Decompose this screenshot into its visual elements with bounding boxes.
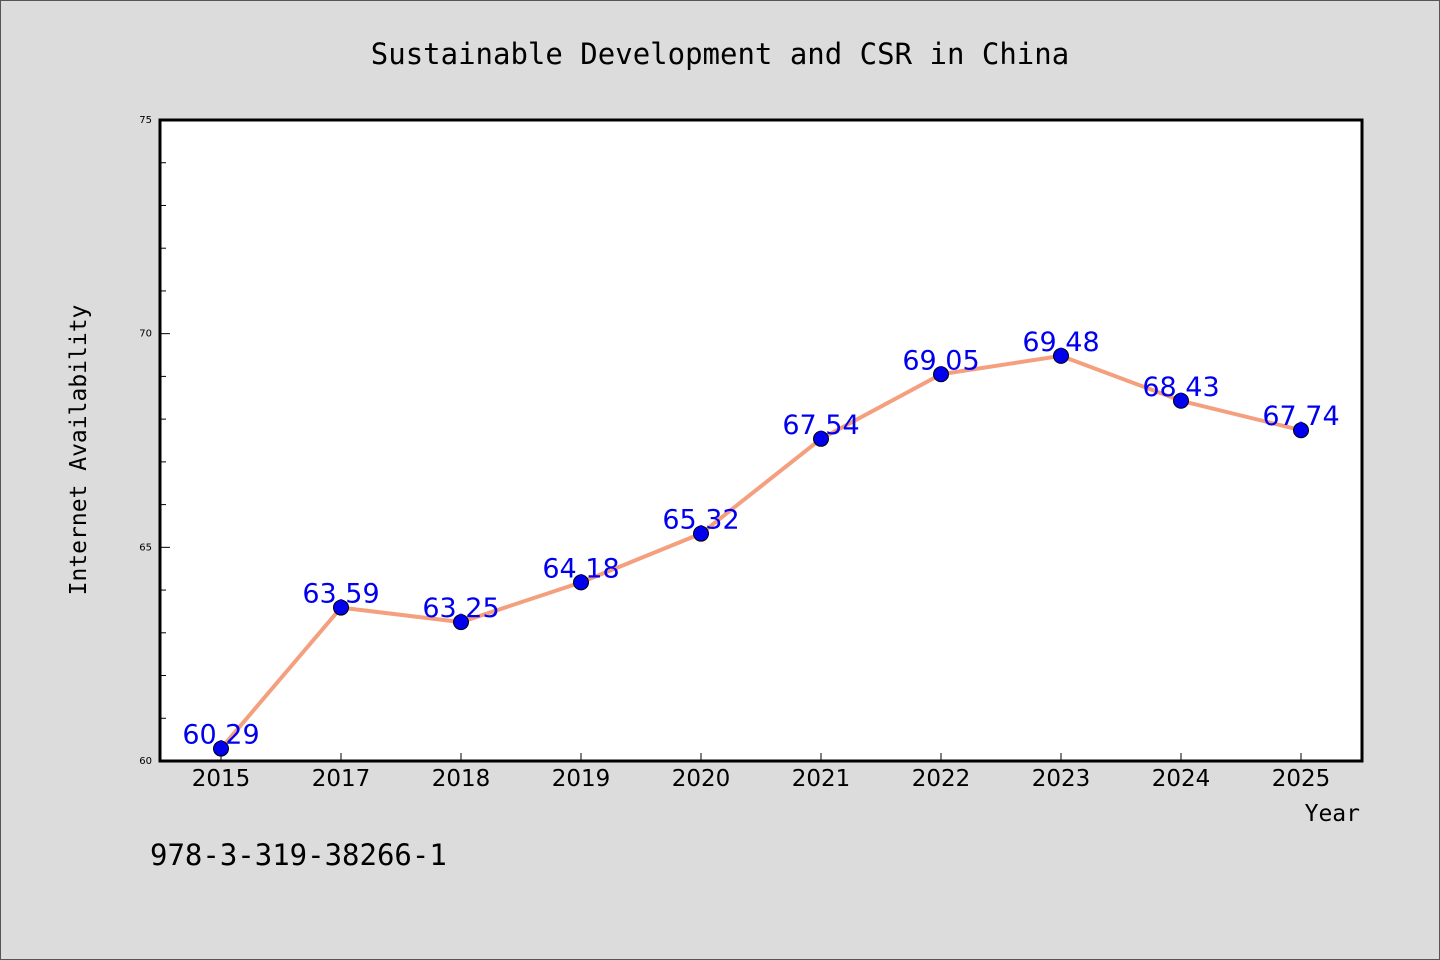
data-label: 64.18: [542, 553, 619, 584]
data-label: 69.48: [1022, 327, 1099, 358]
data-label: 65.32: [662, 505, 739, 536]
data-labels: 60.29 63.59 63.25 64.18 65.32 67.54 69.05 69.48…: [182, 327, 1339, 751]
x-tick-label: 2023: [1032, 766, 1091, 792]
series-line: [219, 353, 1303, 751]
data-label: 60.29: [182, 720, 259, 751]
data-label: 69.05: [902, 345, 979, 376]
plot-area: [158, 118, 1364, 763]
x-axis-label: Year: [1305, 801, 1360, 827]
data-label: 67.74: [1262, 401, 1339, 432]
y-axis-ticks: 60 65 70 75: [139, 115, 170, 767]
data-point: [213, 740, 229, 757]
y-tick-label: 70: [139, 329, 152, 340]
data-point: [1293, 422, 1309, 439]
data-point: [1173, 392, 1189, 409]
x-tick-label: 2020: [672, 766, 731, 792]
data-label: 63.59: [302, 579, 379, 610]
x-tick-label: 2022: [912, 766, 971, 792]
data-label: 67.54: [782, 410, 859, 441]
chart-title: Sustainable Development and CSR in China: [371, 37, 1069, 71]
data-point: [333, 599, 349, 616]
x-tick-label: 2024: [1152, 766, 1211, 792]
x-axis-ticks: 2015 2017 2018 2019 2020 2021 2022 2023 2024 2025: [192, 753, 1331, 792]
x-tick-label: 2017: [312, 766, 371, 792]
x-tick-label: 2021: [792, 766, 851, 792]
data-label: 63.25: [422, 593, 499, 624]
x-tick-label: 2015: [192, 766, 251, 792]
data-label: 68.43: [1142, 372, 1219, 403]
y-tick-label: 65: [139, 542, 152, 553]
y-tick-label: 75: [139, 115, 152, 126]
x-tick-label: 2025: [1272, 766, 1331, 792]
data-point: [573, 574, 589, 591]
y-axis-label: Internet Availability: [66, 305, 92, 596]
x-tick-label: 2019: [552, 766, 611, 792]
data-point: [813, 430, 829, 447]
x-tick-label: 2018: [432, 766, 491, 792]
y-tick-label: 60: [139, 756, 152, 767]
series-line-group: [219, 353, 1303, 751]
data-point: [933, 366, 949, 383]
data-point: [453, 614, 469, 631]
series-markers: [213, 347, 1309, 757]
isbn-text: 978-3-319-38266-1: [150, 838, 447, 872]
data-point: [693, 525, 709, 542]
data-point: [1053, 347, 1069, 364]
